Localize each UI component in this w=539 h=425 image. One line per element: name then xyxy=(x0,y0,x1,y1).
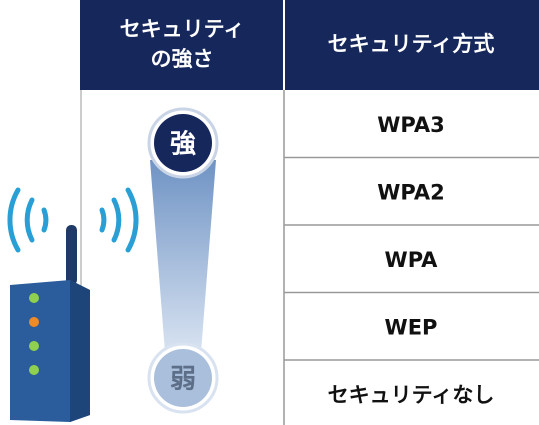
strong-circle xyxy=(154,114,212,172)
method-rows: WPA3 WPA2 WPA WEP セキュリティなし xyxy=(283,90,539,425)
weak-circle xyxy=(154,349,212,407)
method-label: WPA3 xyxy=(377,113,445,137)
header-strength: セキュリティ xyxy=(120,17,245,41)
method-label: セキュリティなし xyxy=(328,383,495,407)
header-method: セキュリティ方式 xyxy=(328,32,495,56)
strength-beam xyxy=(150,160,216,365)
method-label: WPA2 xyxy=(377,180,445,204)
router-icon xyxy=(7,187,139,422)
header-bar xyxy=(80,0,539,90)
method-label: WPA xyxy=(385,248,439,272)
strong-label: 強 xyxy=(170,130,196,160)
weak-label: 弱 xyxy=(170,365,196,395)
header-strength: の強さ xyxy=(151,47,214,71)
method-label: WEP xyxy=(385,315,438,339)
